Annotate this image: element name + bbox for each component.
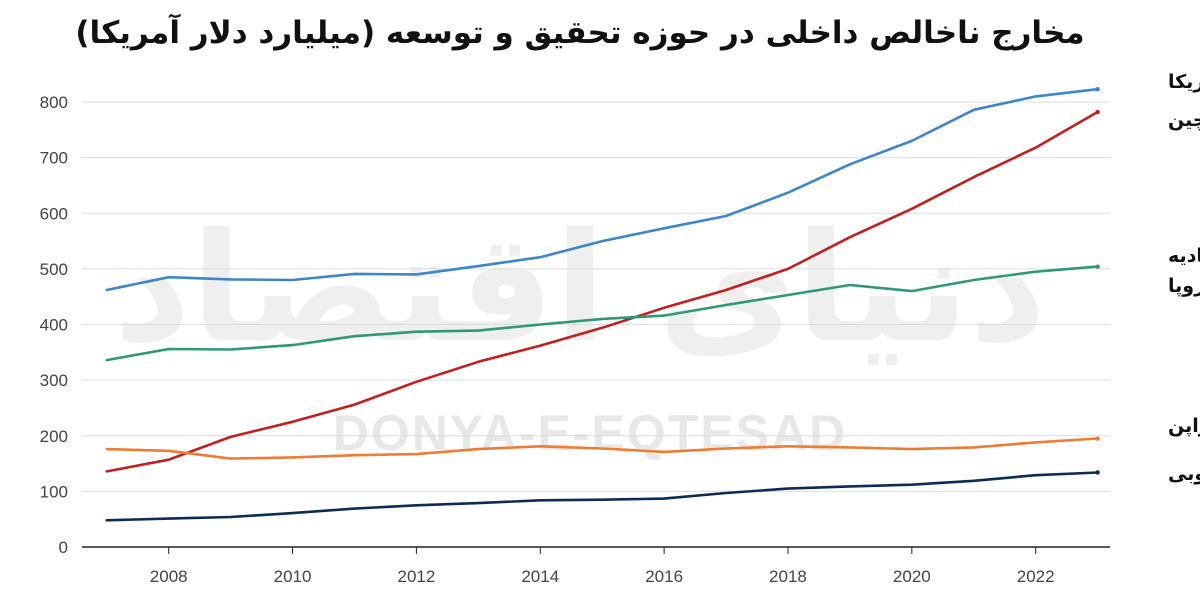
y-tick-label: 100 <box>40 482 68 501</box>
series-end-point <box>1095 264 1100 269</box>
x-tick-label: 2020 <box>893 567 931 586</box>
y-tick-label: 700 <box>40 149 68 168</box>
series-end-point <box>1095 436 1100 441</box>
series-labels: آمریکا چین اتحادیه اروپا ژاپن کره جنوبی <box>1168 69 1200 485</box>
series-label: آمریکا <box>1168 69 1200 93</box>
series-label: کره جنوبی <box>1168 463 1200 485</box>
x-tick-label: 2022 <box>1017 567 1055 586</box>
y-tick-label: 600 <box>40 204 68 223</box>
series-lines <box>105 87 1100 522</box>
chart-title: مخارج ناخالص داخلی در حوزه تحقیق و توسعه… <box>75 13 1084 51</box>
x-tick-label: 2008 <box>150 567 188 586</box>
series-line-4 <box>105 471 1099 522</box>
y-tick-label: 400 <box>40 316 68 335</box>
x-tick-label: 2016 <box>645 567 683 586</box>
axes: 0 100 200 300 400 500 600 700 800 2008 2010 2012 201… <box>40 93 1110 586</box>
y-tick-label: 0 <box>59 538 68 557</box>
watermark-logo: دنیای اقتصاد <box>114 202 1047 376</box>
series-line-2 <box>105 265 1099 362</box>
grid <box>82 101 1110 492</box>
series-end-point <box>1095 87 1100 92</box>
series-label: اروپا <box>1168 275 1200 297</box>
x-tick-label: 2010 <box>274 567 312 586</box>
series-line-3 <box>105 437 1099 460</box>
series-line-0 <box>105 87 1099 292</box>
series-label: اتحادیه <box>1168 245 1200 267</box>
y-tick-label: 300 <box>40 371 68 390</box>
series-end-point <box>1095 109 1100 115</box>
series-line-1 <box>105 110 1099 473</box>
y-tick-label: 500 <box>40 260 68 279</box>
y-tick-label: 200 <box>40 427 68 446</box>
watermark-text: DONYA-E-EQTESAD <box>333 405 847 461</box>
x-tick-label: 2018 <box>769 567 807 586</box>
x-tick-label: 2014 <box>521 567 559 586</box>
series-end-point <box>1095 470 1100 475</box>
series-label: چین <box>1168 109 1200 131</box>
y-tick-label: 800 <box>40 93 68 112</box>
series-label: ژاپن <box>1168 415 1200 437</box>
x-tick-label: 2012 <box>397 567 435 586</box>
